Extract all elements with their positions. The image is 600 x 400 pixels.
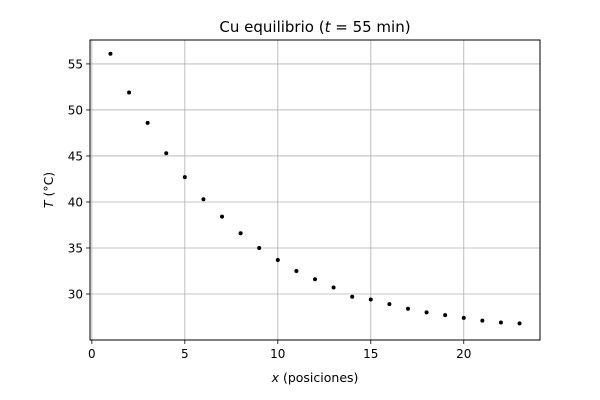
y-tick-label: 35: [68, 241, 83, 255]
data-point: [517, 321, 522, 326]
data-point: [220, 214, 225, 219]
x-tick-label: 0: [88, 347, 96, 361]
data-point: [182, 175, 187, 180]
y-tick-label: 45: [68, 149, 83, 163]
x-axis-label: x (posiciones): [271, 370, 359, 385]
data-point: [350, 294, 355, 299]
y-axis-label: T (°C): [41, 172, 56, 208]
data-point: [424, 310, 429, 315]
y-tick-label: 40: [68, 195, 83, 209]
data-point: [461, 315, 466, 320]
data-point: [331, 285, 336, 290]
data-point: [480, 318, 485, 323]
x-tick-label: 15: [363, 347, 378, 361]
data-point: [108, 51, 113, 56]
data-point: [443, 313, 448, 318]
data-point: [294, 268, 299, 273]
axis-ticks: 0 5 10 15 20 30 35 40 45 50 55: [68, 57, 472, 361]
data-point: [275, 257, 280, 262]
y-tick-label: 50: [68, 103, 83, 117]
chart-title: Cu equilibrio (t = 55 min): [219, 18, 410, 36]
grid-layer: [90, 40, 540, 340]
data-points: [108, 51, 522, 326]
data-point: [387, 302, 392, 307]
x-tick-label: 10: [270, 347, 285, 361]
y-tick-label: 30: [68, 287, 83, 301]
y-tick-label: 55: [68, 57, 83, 71]
plot-frame: [89, 39, 541, 341]
data-point: [201, 197, 206, 202]
data-point: [127, 90, 132, 95]
data-point: [145, 120, 150, 125]
data-point: [238, 231, 243, 236]
x-tick-label: 5: [181, 347, 189, 361]
data-point: [164, 151, 169, 156]
data-point: [368, 297, 373, 302]
data-point: [498, 320, 503, 325]
x-tick-label: 20: [456, 347, 471, 361]
data-point: [313, 277, 317, 282]
data-point: [405, 306, 410, 311]
data-point: [257, 245, 262, 250]
